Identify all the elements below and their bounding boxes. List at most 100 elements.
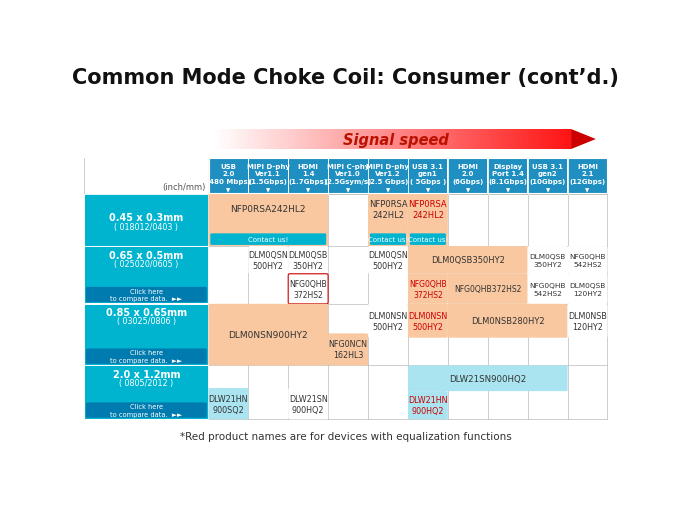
- Polygon shape: [266, 130, 269, 150]
- FancyBboxPatch shape: [568, 274, 608, 304]
- FancyBboxPatch shape: [209, 194, 328, 246]
- FancyBboxPatch shape: [568, 159, 607, 194]
- Text: DLM0QSB
120HY2: DLM0QSB 120HY2: [570, 282, 605, 296]
- Text: DLM0NSB
120HY2: DLM0NSB 120HY2: [568, 311, 607, 331]
- Polygon shape: [280, 130, 284, 150]
- Polygon shape: [435, 130, 438, 150]
- Polygon shape: [421, 130, 424, 150]
- Polygon shape: [446, 130, 449, 150]
- Polygon shape: [560, 130, 564, 150]
- FancyBboxPatch shape: [328, 334, 368, 366]
- Text: USB 3.1
gen1
( 5Gbps ): USB 3.1 gen1 ( 5Gbps ): [410, 163, 446, 185]
- Text: Contact us!: Contact us!: [408, 237, 448, 242]
- Polygon shape: [363, 130, 367, 150]
- FancyBboxPatch shape: [209, 159, 248, 194]
- Text: 0.45 x 0.3mm: 0.45 x 0.3mm: [109, 213, 184, 222]
- Polygon shape: [553, 130, 557, 150]
- Polygon shape: [216, 130, 219, 150]
- Text: ▼: ▼: [306, 188, 311, 193]
- Polygon shape: [464, 130, 467, 150]
- FancyBboxPatch shape: [248, 159, 288, 194]
- FancyBboxPatch shape: [528, 159, 567, 194]
- FancyBboxPatch shape: [85, 247, 208, 304]
- FancyBboxPatch shape: [369, 159, 408, 194]
- Polygon shape: [345, 130, 348, 150]
- Polygon shape: [416, 130, 421, 150]
- Polygon shape: [359, 130, 363, 150]
- Text: NFG0QHB
542HS2: NFG0QHB 542HS2: [569, 254, 605, 267]
- Text: ▼: ▼: [466, 188, 470, 193]
- Polygon shape: [410, 130, 413, 150]
- Polygon shape: [528, 130, 532, 150]
- Polygon shape: [352, 130, 356, 150]
- Polygon shape: [288, 130, 291, 150]
- Text: NFG0QHB
372HS2: NFG0QHB 372HS2: [409, 279, 447, 299]
- Text: USB 3.1
gen2
(10Gbps): USB 3.1 gen2 (10Gbps): [529, 163, 566, 185]
- Polygon shape: [431, 130, 435, 150]
- FancyBboxPatch shape: [209, 388, 248, 420]
- FancyBboxPatch shape: [488, 159, 527, 194]
- Polygon shape: [284, 130, 288, 150]
- Polygon shape: [453, 130, 456, 150]
- Polygon shape: [413, 130, 416, 150]
- Polygon shape: [223, 130, 227, 150]
- Polygon shape: [492, 130, 495, 150]
- Text: MIPI C-phy
Ver1.0
(2.5Gsym/s): MIPI C-phy Ver1.0 (2.5Gsym/s): [325, 163, 372, 185]
- Text: HDMI
1.4
(1.7Gbps): HDMI 1.4 (1.7Gbps): [289, 163, 327, 185]
- Polygon shape: [273, 130, 277, 150]
- Text: DLM0NSB280HY2: DLM0NSB280HY2: [471, 317, 545, 326]
- FancyBboxPatch shape: [528, 274, 568, 304]
- Polygon shape: [539, 130, 543, 150]
- Text: Contact us!: Contact us!: [248, 237, 288, 242]
- Text: ( 0805/2012 ): ( 0805/2012 ): [119, 378, 173, 387]
- Text: MIPI D-phy
Ver1.2
(2.5 Gbps): MIPI D-phy Ver1.2 (2.5 Gbps): [367, 163, 410, 185]
- Text: ▼: ▼: [266, 188, 271, 193]
- FancyBboxPatch shape: [408, 246, 528, 274]
- Polygon shape: [219, 130, 223, 150]
- FancyBboxPatch shape: [368, 304, 408, 338]
- Polygon shape: [244, 130, 248, 150]
- Polygon shape: [543, 130, 546, 150]
- Polygon shape: [306, 130, 309, 150]
- FancyBboxPatch shape: [408, 391, 448, 420]
- Polygon shape: [269, 130, 273, 150]
- Polygon shape: [546, 130, 549, 150]
- Polygon shape: [521, 130, 524, 150]
- Polygon shape: [248, 130, 252, 150]
- Polygon shape: [234, 130, 238, 150]
- Text: ▼: ▼: [545, 188, 549, 193]
- Text: USB
2.0
(480 Mbps): USB 2.0 (480 Mbps): [206, 163, 251, 185]
- FancyBboxPatch shape: [408, 274, 448, 304]
- Polygon shape: [381, 130, 385, 150]
- Text: HDMI
2.0
(6Gbps): HDMI 2.0 (6Gbps): [452, 163, 483, 185]
- Polygon shape: [564, 130, 568, 150]
- Polygon shape: [571, 130, 596, 150]
- Polygon shape: [442, 130, 446, 150]
- Text: DLM0QSB350HY2: DLM0QSB350HY2: [431, 256, 505, 265]
- Text: (inch/mm): (inch/mm): [162, 182, 205, 191]
- Polygon shape: [259, 130, 263, 150]
- Polygon shape: [342, 130, 345, 150]
- Polygon shape: [438, 130, 442, 150]
- Polygon shape: [467, 130, 470, 150]
- FancyBboxPatch shape: [448, 274, 528, 304]
- Text: NFG0NCN
162HL3: NFG0NCN 162HL3: [329, 340, 368, 360]
- Polygon shape: [331, 130, 334, 150]
- Polygon shape: [317, 130, 320, 150]
- Text: DLW21HN
900HQ2: DLW21HN 900HQ2: [408, 395, 448, 416]
- Polygon shape: [302, 130, 306, 150]
- Polygon shape: [427, 130, 431, 150]
- Polygon shape: [252, 130, 255, 150]
- Polygon shape: [277, 130, 280, 150]
- Text: 0.85 x 0.65mm: 0.85 x 0.65mm: [106, 308, 187, 318]
- Text: ▼: ▼: [226, 188, 230, 193]
- Text: NFG0QHB
372HS2: NFG0QHB 372HS2: [290, 279, 327, 299]
- Polygon shape: [348, 130, 352, 150]
- Text: DLM0NSN
500HY2: DLM0NSN 500HY2: [369, 311, 408, 331]
- Text: ▼: ▼: [426, 188, 430, 193]
- Text: Click here
to compare data.  ►►: Click here to compare data. ►►: [110, 403, 182, 417]
- Polygon shape: [510, 130, 514, 150]
- Polygon shape: [298, 130, 302, 150]
- Text: Contact us!: Contact us!: [368, 237, 408, 242]
- Polygon shape: [313, 130, 317, 150]
